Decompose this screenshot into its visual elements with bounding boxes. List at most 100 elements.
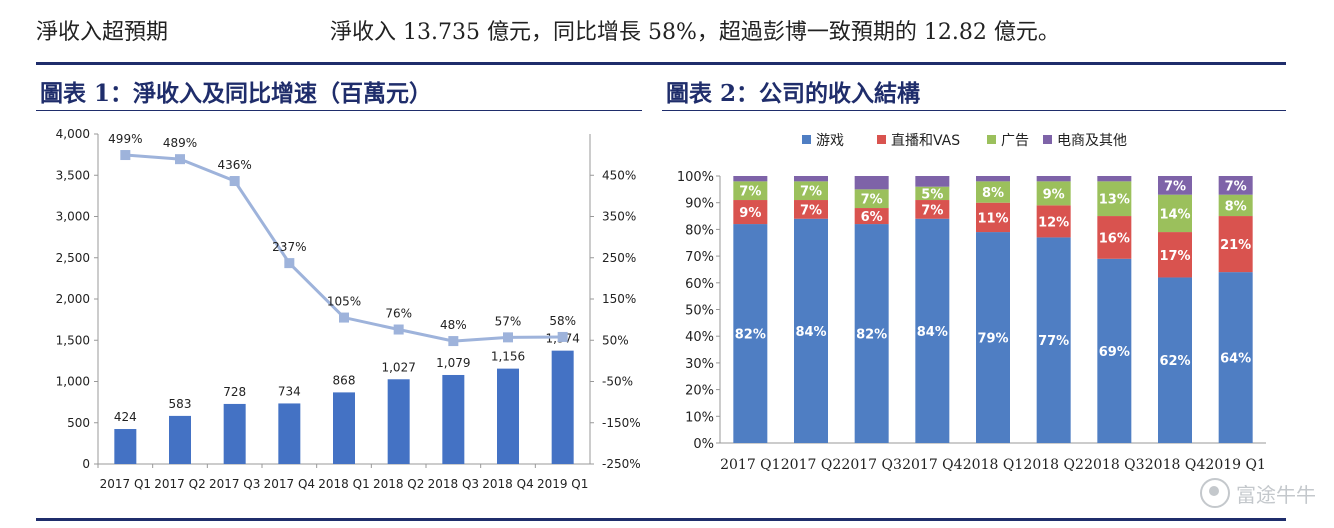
segment-label: 8% — [1225, 199, 1247, 214]
revenue-bar — [223, 403, 246, 464]
x-tick-label: 2017 Q3 — [209, 477, 260, 491]
x-tick-label: 2017 Q3 — [841, 457, 901, 473]
growth-label: 105% — [327, 295, 361, 309]
stack-segment-0 — [1218, 272, 1253, 443]
revenue-bar-label: 1,156 — [491, 350, 525, 364]
x-tick-label: 2019 Q1 — [537, 477, 588, 491]
right-tick-label: 150% — [602, 292, 636, 306]
left-tick-label: 1,500 — [56, 333, 90, 347]
stack-segment-2 — [1097, 181, 1132, 217]
stack-segment-2 — [976, 181, 1010, 203]
segment-label: 17% — [1159, 249, 1190, 264]
x-tick-label: 2019 Q1 — [1205, 457, 1265, 473]
stack-segment-3 — [1097, 176, 1132, 182]
segment-label: 21% — [1220, 238, 1251, 253]
y-tick-label: 60% — [685, 277, 714, 292]
legend-swatch — [1043, 135, 1052, 144]
x-tick-label: 2018 Q4 — [1145, 457, 1206, 473]
left-tick-label: 0 — [82, 457, 90, 471]
stack-segment-0 — [854, 224, 889, 443]
revenue-bar — [551, 350, 574, 464]
right-tick-label: 350% — [602, 210, 636, 224]
revenue-bar-label: 1,027 — [381, 360, 415, 374]
y-tick-label: 20% — [685, 384, 714, 399]
revenue-bar-label: 583 — [169, 397, 192, 411]
revenue-bar — [114, 429, 137, 464]
y-tick-label: 90% — [685, 197, 714, 212]
stack-segment-2 — [733, 181, 768, 201]
right-tick-label: 250% — [602, 251, 636, 265]
x-tick-label: 2017 Q4 — [902, 457, 963, 473]
legend-label: 广告 — [1001, 133, 1029, 149]
segment-label: 64% — [1220, 352, 1251, 367]
growth-marker — [284, 258, 295, 269]
revenue-bar-label: 1,079 — [436, 356, 470, 370]
segment-label: 7% — [861, 193, 883, 208]
left-tick-label: 2,000 — [56, 292, 90, 306]
revenue-bar — [169, 415, 191, 464]
stack-segment-1 — [794, 200, 828, 219]
segment-label: 7% — [739, 185, 761, 200]
segment-label: 13% — [1099, 193, 1130, 208]
segment-label: 69% — [1099, 345, 1130, 360]
revenue-bar — [497, 368, 519, 464]
growth-marker — [393, 324, 404, 335]
x-tick-label: 2018 Q2 — [373, 477, 424, 491]
stack-segment-0 — [794, 218, 828, 443]
growth-label: 436% — [218, 158, 252, 172]
stack-segment-0 — [1158, 277, 1192, 443]
growth-marker — [448, 336, 459, 347]
stack-segment-1 — [1218, 216, 1253, 273]
stack-segment-3 — [854, 176, 889, 190]
chart2-title: 圖表 2：公司的收入結構 — [666, 80, 921, 107]
growth-label: 489% — [163, 136, 197, 150]
revenue-bar — [442, 374, 465, 464]
revenue-structure-chart: 游戏 直播和VAS 广告 电商及其他 0% 10% 20% 30% 40% 50% 60% 70% 80… — [677, 132, 1266, 473]
revenue-bar — [333, 392, 355, 464]
revenue-growth-chart: 0 500 1,000 1,500 2,000 2,500 3,000 3,500 4,000 -… — [56, 127, 641, 491]
revenue-bar-label: 728 — [223, 385, 246, 399]
growth-marker — [120, 150, 131, 161]
left-tick-label: 2,500 — [56, 251, 90, 265]
growth-marker — [557, 331, 568, 342]
revenue-bar — [387, 379, 410, 464]
x-tick-label: 2018 Q2 — [1023, 457, 1083, 473]
x-tick-label: 2017 Q2 — [781, 457, 841, 473]
x-tick-label: 2017 Q1 — [100, 477, 151, 491]
stack-segment-2 — [915, 186, 950, 201]
segment-label: 8% — [982, 186, 1004, 201]
stack-segment-1 — [915, 200, 950, 219]
stack-segment-2 — [1218, 194, 1253, 217]
x-tick-label: 2017 Q1 — [720, 457, 780, 473]
stack-segment-0 — [733, 224, 768, 443]
legend-label: 游戏 — [816, 133, 844, 149]
right-tick-label: 450% — [602, 168, 636, 182]
y-tick-label: 10% — [685, 410, 714, 425]
stack-segment-0 — [976, 232, 1010, 443]
segment-label: 16% — [1099, 231, 1130, 246]
watermark: 富途牛牛 — [1200, 478, 1316, 508]
stack-segment-2 — [794, 181, 828, 201]
x-tick-label: 2018 Q4 — [482, 477, 533, 491]
legend-swatch — [987, 135, 996, 144]
segment-label: 7% — [800, 185, 822, 200]
bottom-divider — [36, 518, 1286, 521]
left-tick-label: 3,000 — [56, 210, 90, 224]
stack-segment-1 — [733, 200, 768, 225]
y-tick-label: 100% — [677, 170, 714, 185]
segment-label: 9% — [1043, 187, 1065, 202]
revenue-bar-label: 734 — [278, 384, 301, 398]
y-tick-label: 0% — [693, 437, 714, 452]
chart2-title-underline — [662, 110, 1286, 111]
right-tick-label: -50% — [602, 375, 633, 389]
stack-segment-2 — [1158, 194, 1192, 233]
segment-label: 7% — [921, 203, 943, 218]
stack-segment-0 — [915, 218, 950, 443]
left-tick-label: 4,000 — [56, 127, 90, 141]
y-tick-label: 70% — [685, 250, 714, 265]
growth-marker — [175, 154, 185, 165]
segment-label: 82% — [856, 328, 887, 343]
stack-segment-3 — [733, 176, 768, 182]
right-tick-label: -150% — [602, 416, 641, 430]
right-tick-label: -250% — [602, 457, 641, 471]
